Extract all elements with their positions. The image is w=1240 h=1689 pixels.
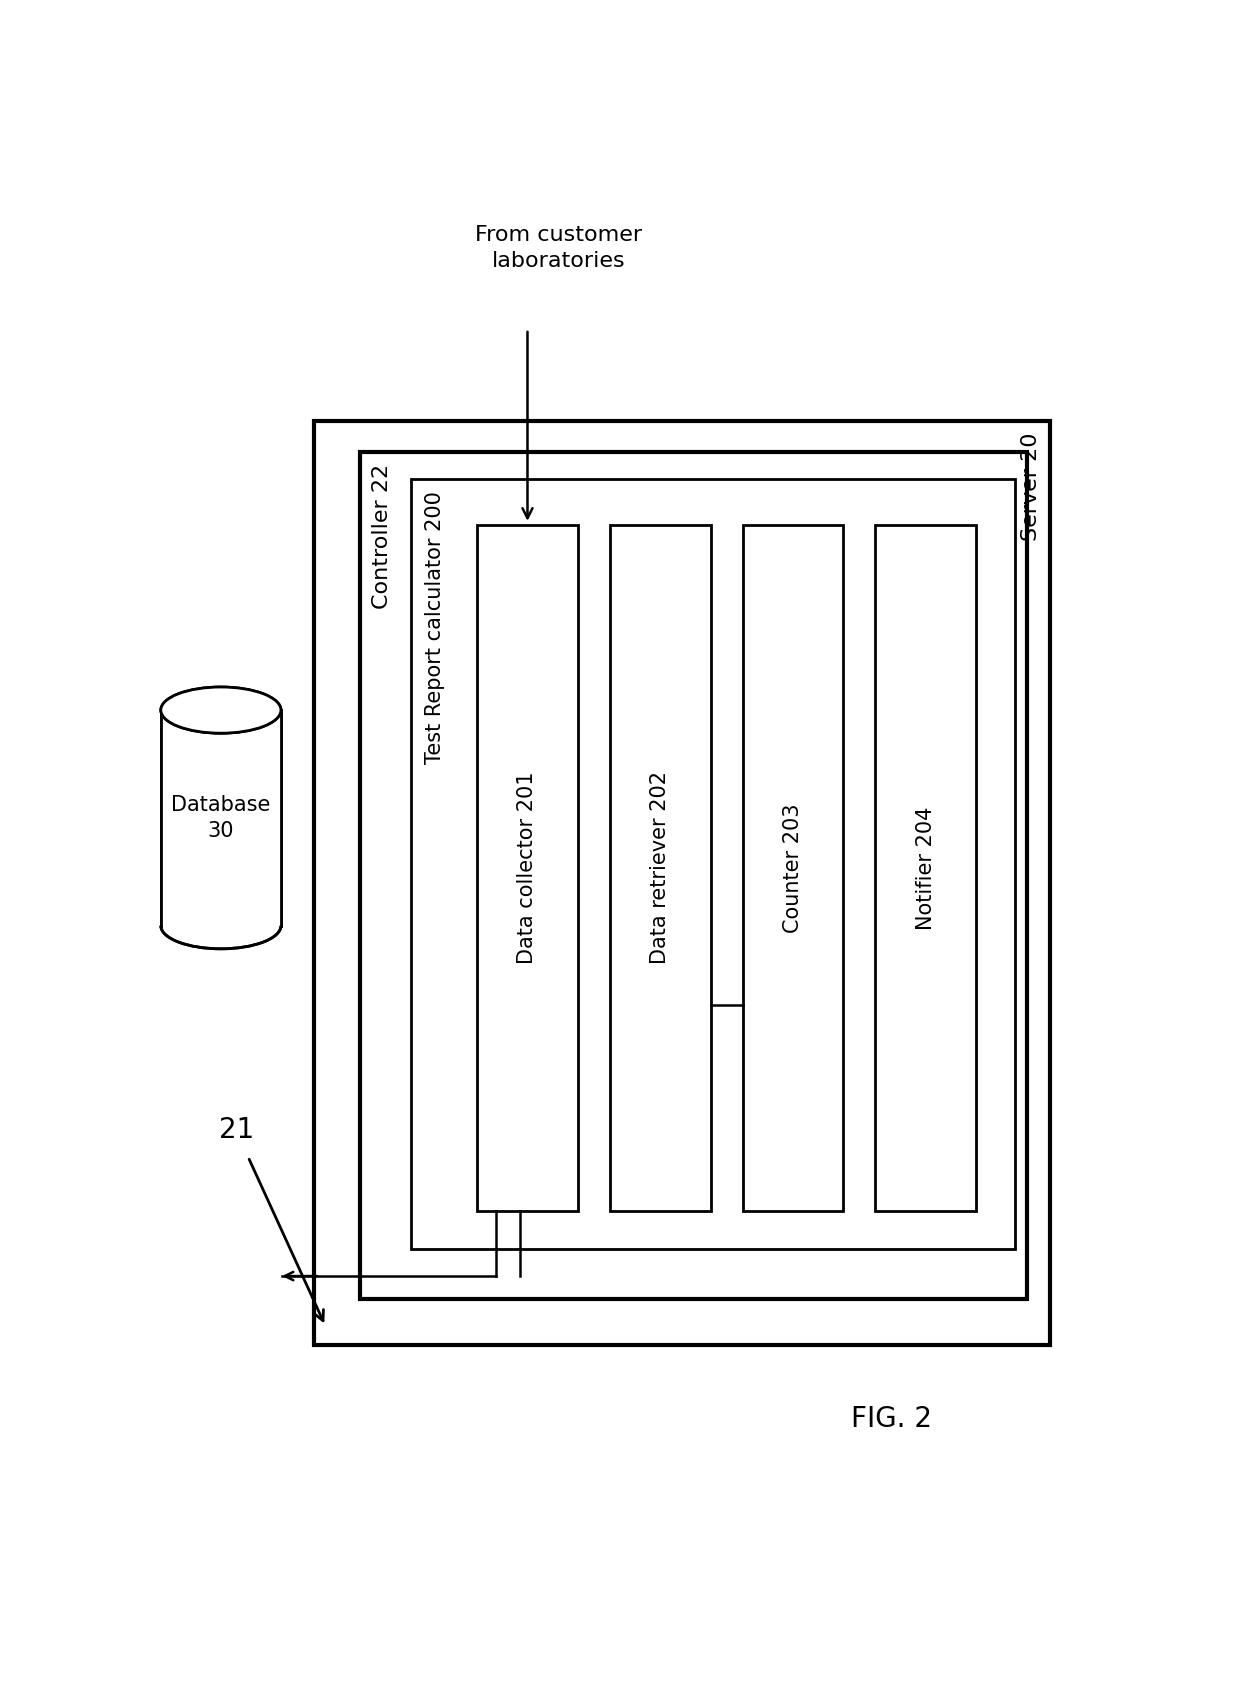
Text: Controller 22: Controller 22 [372, 464, 392, 608]
Ellipse shape [161, 687, 281, 733]
FancyBboxPatch shape [743, 525, 843, 1211]
Text: Data retriever 202: Data retriever 202 [650, 772, 670, 964]
FancyBboxPatch shape [361, 453, 1027, 1299]
Text: FIG. 2: FIG. 2 [851, 1405, 931, 1432]
FancyBboxPatch shape [875, 525, 976, 1211]
Text: 21: 21 [218, 1116, 254, 1143]
Text: Data collector 201: Data collector 201 [517, 772, 537, 964]
FancyBboxPatch shape [410, 480, 1016, 1250]
Text: Database
30: Database 30 [171, 796, 270, 841]
FancyBboxPatch shape [610, 525, 711, 1211]
Polygon shape [161, 709, 281, 926]
Text: Notifier 204: Notifier 204 [915, 806, 936, 929]
Ellipse shape [161, 687, 281, 733]
Text: Counter 203: Counter 203 [782, 804, 804, 932]
FancyBboxPatch shape [477, 525, 578, 1211]
Text: Server 20: Server 20 [1021, 432, 1040, 542]
Text: From customer
laboratories: From customer laboratories [475, 225, 642, 272]
Text: Test Report calculator 200: Test Report calculator 200 [424, 491, 445, 763]
FancyBboxPatch shape [314, 421, 1050, 1346]
